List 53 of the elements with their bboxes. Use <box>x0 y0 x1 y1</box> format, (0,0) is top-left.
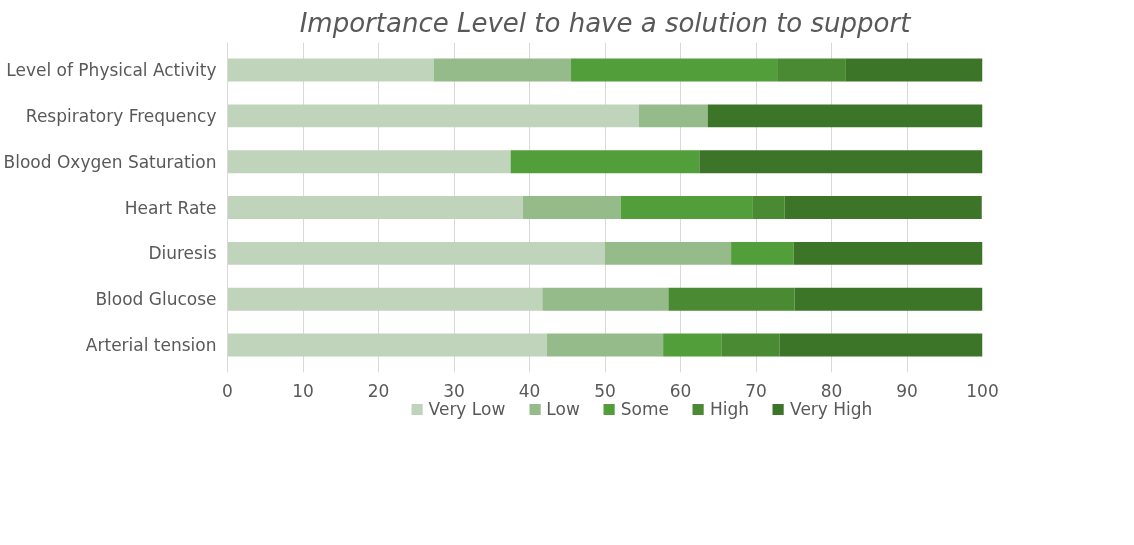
bar <box>699 150 983 174</box>
bar <box>620 196 753 219</box>
bar <box>227 150 511 174</box>
bar <box>779 333 983 357</box>
y-tick-label: Blood Glucose <box>95 289 217 310</box>
legend-label: Low <box>546 399 580 419</box>
bar <box>777 58 846 82</box>
y-tick-label: Level of Physical Activity <box>6 60 217 80</box>
x-tick-label: 40 <box>518 380 541 401</box>
x-tick-label: 80 <box>820 380 843 401</box>
bar <box>721 333 780 357</box>
bar <box>227 58 434 82</box>
legend-label: Very High <box>790 399 873 419</box>
x-tick-label: 20 <box>367 380 390 401</box>
bar <box>638 104 708 128</box>
bar <box>845 58 983 82</box>
legend-label: High <box>710 399 750 419</box>
legend-label: Some <box>620 399 670 419</box>
bar <box>571 58 778 82</box>
y-tick-label: Arterial tension <box>85 335 217 355</box>
x-tick-label: 60 <box>669 380 692 401</box>
bar <box>663 333 722 357</box>
legend-label: Very Low <box>428 399 506 419</box>
x-tick-label: 70 <box>745 380 767 401</box>
bar <box>227 104 639 128</box>
x-tick-label: 50 <box>594 380 616 401</box>
bar <box>227 333 547 357</box>
y-tick-label: Heart Rate <box>124 197 217 218</box>
bar <box>752 196 785 219</box>
x-tick-label: 30 <box>443 380 465 401</box>
bar <box>793 241 983 265</box>
bar <box>510 150 700 174</box>
bar <box>433 58 572 82</box>
bar <box>731 241 794 265</box>
chart-title: Importance Level to have a solution to support <box>299 7 912 38</box>
y-tick-label: Diuresis <box>148 243 217 264</box>
bar <box>227 241 605 265</box>
bar <box>784 196 982 219</box>
bar <box>522 196 621 219</box>
y-tick-label: Blood Oxygen Saturation <box>3 151 217 172</box>
x-tick-label: 0 <box>222 380 233 401</box>
bar <box>794 287 983 311</box>
bar <box>546 333 664 357</box>
bar <box>668 287 795 311</box>
bar <box>605 241 732 265</box>
bar <box>542 287 669 311</box>
bar <box>227 196 523 219</box>
x-tick-label: 90 <box>896 380 918 401</box>
x-tick-label: 10 <box>292 380 314 401</box>
bar <box>227 287 543 311</box>
y-tick-label: Respiratory Frequency <box>25 105 217 126</box>
x-tick-label: 100 <box>966 380 999 401</box>
bar <box>707 104 983 128</box>
